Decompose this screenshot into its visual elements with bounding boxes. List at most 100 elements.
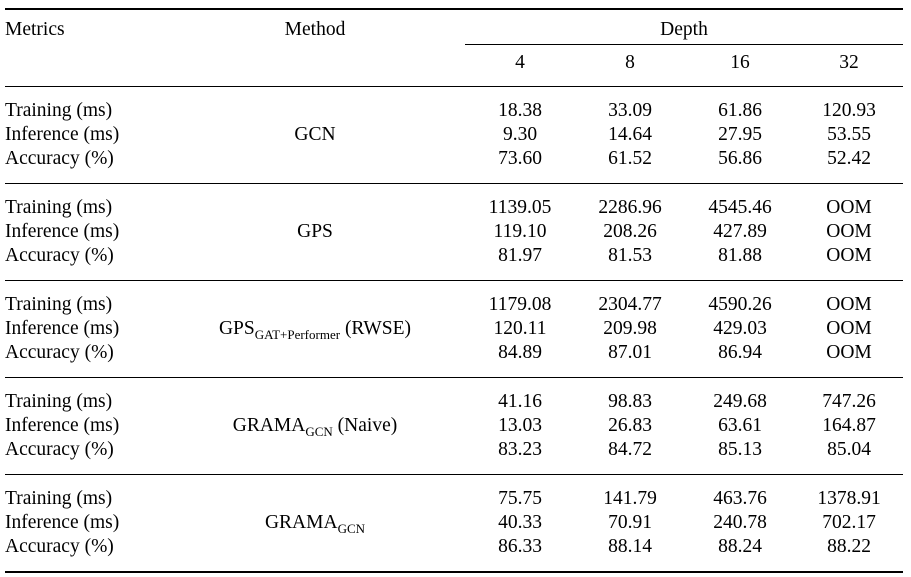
value-cell: 84.72 <box>608 438 652 460</box>
value-cell: 13.03 <box>498 414 542 436</box>
method-group: Training (ms) GCN 18.38 33.09 61.86 120.… <box>5 86 903 183</box>
table-row: Training (ms) GPS 1139.05 2286.96 4545.4… <box>5 183 903 242</box>
table-row: Training (ms) GRAMAGCN (Naive) 41.16 98.… <box>5 377 903 438</box>
table-row: Accuracy (%) 73.60 61.52 56.86 52.42 <box>5 147 903 184</box>
metric-label: Inference (ms) <box>5 414 120 436</box>
col-header-metrics: Metrics <box>5 19 65 40</box>
metric-label: Accuracy (%) <box>5 535 114 557</box>
table-row: Accuracy (%) 86.33 88.14 88.24 88.22 <box>5 535 903 572</box>
metric-label: Inference (ms) <box>5 317 120 339</box>
value-cell: 73.60 <box>498 147 542 169</box>
value-cell: 2304.77 <box>598 293 662 315</box>
value-cell: 463.76 <box>713 487 767 509</box>
metric-label: Training (ms) <box>5 293 113 315</box>
metric-label: Inference (ms) <box>5 123 120 145</box>
metric-label: Accuracy (%) <box>5 244 114 266</box>
value-cell: 1378.91 <box>817 487 881 509</box>
value-cell: 88.14 <box>608 535 652 557</box>
value-cell: 1139.05 <box>488 196 552 218</box>
value-cell: 120.93 <box>822 99 876 121</box>
value-cell: 56.86 <box>718 147 762 169</box>
value-cell: 40.33 <box>498 511 542 533</box>
metric-label: Training (ms) <box>5 390 113 412</box>
value-cell: 14.64 <box>608 123 652 145</box>
value-cell: 26.83 <box>608 414 652 436</box>
method-name: GPS <box>218 317 255 339</box>
table-row: Inference (ms) 120.11 209.98 429.03 OOM <box>5 317 903 341</box>
header-row-depths: 4 8 16 32 <box>5 44 903 86</box>
results-table: Metrics Method Depth 4 8 16 32 Training … <box>5 8 903 573</box>
value-cell: 164.87 <box>822 414 876 436</box>
value-cell: 63.61 <box>718 414 762 436</box>
metric-label: Training (ms) <box>5 196 113 218</box>
value-cell: 52.42 <box>827 147 871 169</box>
value-cell: 240.78 <box>713 511 767 533</box>
value-cell: 61.86 <box>718 99 762 121</box>
col-header-depth-4: 4 <box>515 51 525 73</box>
value-cell: 429.03 <box>713 317 767 339</box>
value-cell: OOM <box>826 220 872 242</box>
value-cell: 209.98 <box>603 317 657 339</box>
value-cell: 9.30 <box>502 123 538 145</box>
col-header-depth-8: 8 <box>625 51 635 73</box>
header-row-top: Metrics Method Depth <box>5 9 903 45</box>
table-row: Inference (ms) 13.03 26.83 63.61 164.87 <box>5 414 903 438</box>
value-cell: 18.38 <box>498 99 542 121</box>
value-cell: 747.26 <box>822 390 876 412</box>
method-cell: GPSGAT+Performer (RWSE) <box>165 280 465 377</box>
method-subscript: GCN <box>337 520 366 536</box>
value-cell: 87.01 <box>608 341 652 363</box>
col-header-depth: Depth <box>465 9 903 45</box>
table-row: Accuracy (%) 84.89 87.01 86.94 OOM <box>5 341 903 378</box>
metric-label: Accuracy (%) <box>5 147 114 169</box>
value-cell: 81.97 <box>498 244 542 266</box>
value-cell: 98.83 <box>608 390 652 412</box>
method-subscript: GAT+Performer <box>254 326 341 342</box>
metric-label: Inference (ms) <box>5 511 120 533</box>
method-name: GCN <box>294 123 336 145</box>
value-cell: 141.79 <box>603 487 657 509</box>
value-cell: OOM <box>826 293 872 315</box>
value-cell: 41.16 <box>498 390 542 412</box>
value-cell: OOM <box>826 341 872 363</box>
value-cell: 75.75 <box>498 487 542 509</box>
value-cell: 88.24 <box>718 535 762 557</box>
value-cell: 4545.46 <box>708 196 772 218</box>
method-subscript: GCN <box>305 423 333 439</box>
value-cell: 119.10 <box>493 220 547 242</box>
table-row: Training (ms) GPSGAT+Performer (RWSE) 11… <box>5 280 903 341</box>
value-cell: 81.53 <box>608 244 652 266</box>
method-name: GPS <box>297 220 333 242</box>
value-cell: OOM <box>826 196 872 218</box>
value-cell: OOM <box>826 317 872 339</box>
method-cell: GPS <box>165 183 465 280</box>
metric-label: Accuracy (%) <box>5 341 114 363</box>
value-cell: 27.95 <box>718 123 762 145</box>
value-cell: 83.23 <box>498 438 542 460</box>
value-cell: 81.88 <box>718 244 762 266</box>
table-header: Metrics Method Depth 4 8 16 32 <box>5 9 903 86</box>
col-header-depth-16: 16 <box>730 51 750 73</box>
value-cell: 86.33 <box>498 535 542 557</box>
value-cell: 427.89 <box>713 220 767 242</box>
metric-label: Training (ms) <box>5 487 113 509</box>
value-cell: 4590.26 <box>708 293 772 315</box>
table-row: Inference (ms) 40.33 70.91 240.78 702.17 <box>5 511 903 535</box>
value-cell: 85.13 <box>718 438 762 460</box>
value-cell: OOM <box>826 244 872 266</box>
value-cell: 88.22 <box>827 535 871 557</box>
method-name: GRAMA <box>264 511 338 533</box>
value-cell: 33.09 <box>608 99 652 121</box>
value-cell: 85.04 <box>827 438 871 460</box>
metric-label: Accuracy (%) <box>5 438 114 460</box>
table-row: Accuracy (%) 83.23 84.72 85.13 85.04 <box>5 438 903 475</box>
table-row: Training (ms) GCN 18.38 33.09 61.86 120.… <box>5 86 903 145</box>
table-row: Accuracy (%) 81.97 81.53 81.88 OOM <box>5 244 903 281</box>
method-suffix: (Naive) <box>332 414 398 436</box>
method-group: Training (ms) GRAMAGCN 75.75 141.79 463.… <box>5 474 903 572</box>
header-spacer <box>165 44 465 86</box>
value-cell: 86.94 <box>718 341 762 363</box>
method-cell: GRAMAGCN <box>165 474 465 572</box>
col-header-method: Method <box>284 19 346 40</box>
